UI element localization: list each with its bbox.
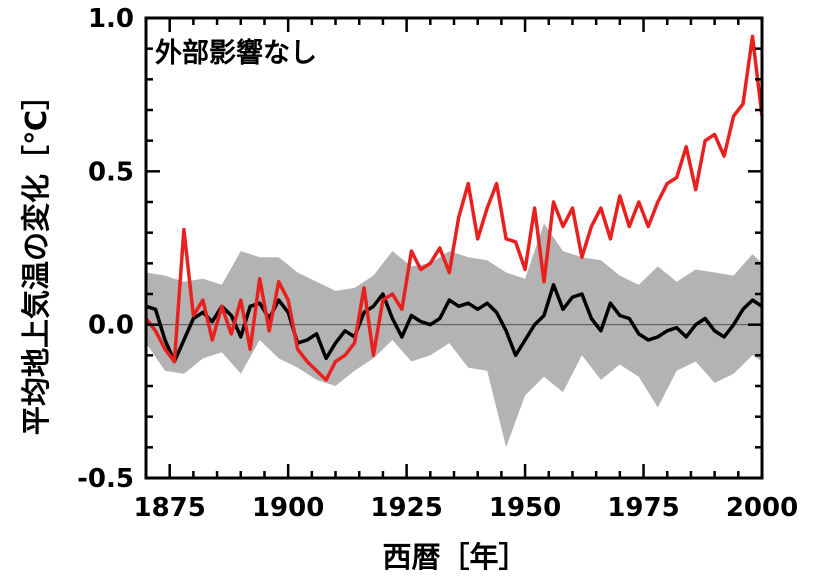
x-tick-label: 1975	[607, 493, 679, 523]
y-tick-label: 1.0	[88, 4, 134, 34]
x-axis-title: 西暦［年］	[382, 540, 527, 574]
x-tick-labels: 1875 1900 1925 1950 1975 2000	[134, 493, 799, 523]
axis-ticks	[144, 16, 764, 480]
y-tick-label: -0.5	[77, 464, 134, 494]
x-tick-label: 1900	[252, 493, 324, 523]
model-mean-line-layer	[145, 283, 763, 364]
x-tick-label: 1925	[370, 493, 442, 523]
chart-annotation: 外部影響なし	[155, 37, 317, 69]
model-range-band-layer	[146, 223, 762, 448]
observed-line-layer	[144, 34, 764, 382]
x-tick-label: 2000	[726, 493, 798, 523]
y-tick-label: 0.0	[88, 311, 134, 341]
y-axis-title: 平均地上気温の変化［℃］	[19, 81, 53, 435]
model-mean-line	[145, 283, 763, 364]
y-tick-labels: -0.5 0.0 0.5 1.0	[77, 4, 134, 494]
y-tick-label: 0.5	[88, 157, 134, 187]
model-range-band	[146, 223, 762, 448]
x-tick-label: 1875	[134, 493, 206, 523]
observed-line	[144, 34, 764, 382]
x-tick-label: 1950	[489, 493, 561, 523]
